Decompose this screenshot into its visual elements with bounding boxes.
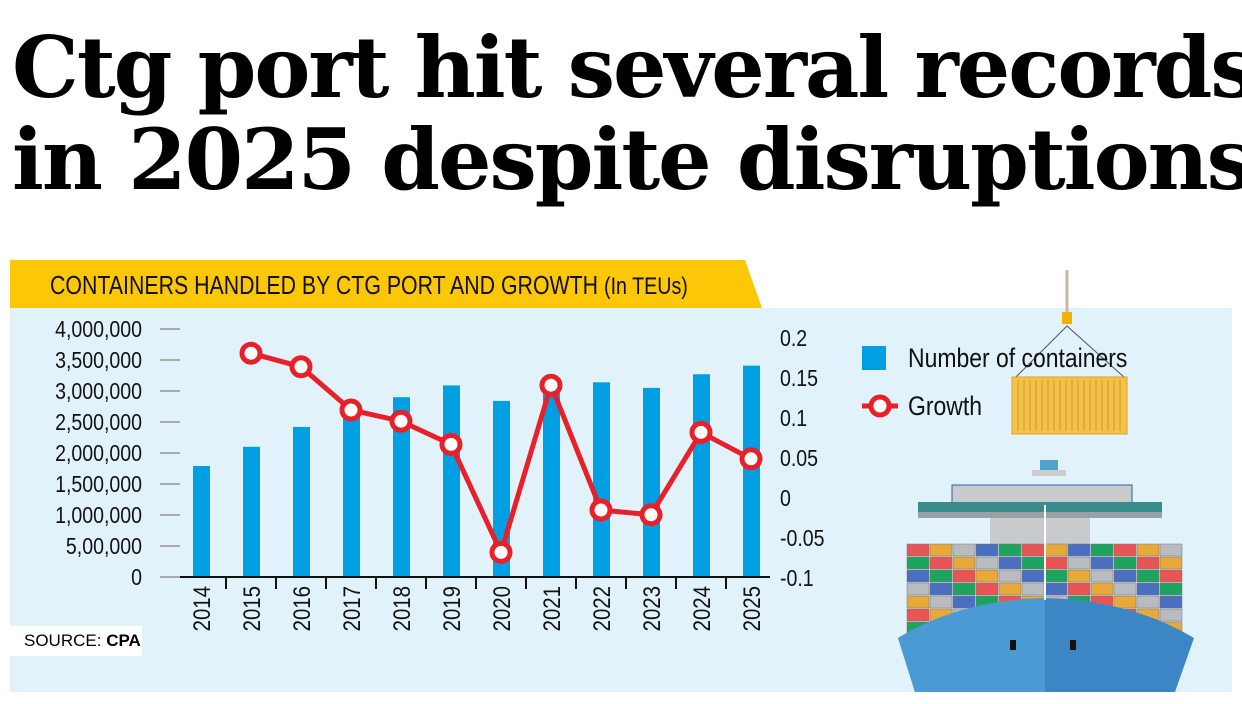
- growth-point-2023: [639, 503, 663, 527]
- growth-point-2017: [339, 398, 363, 422]
- bar-2019: [443, 385, 460, 577]
- right-tick-label: 0: [780, 486, 791, 512]
- right-tick-label: 0.2: [780, 326, 807, 352]
- x-tick-label: 2015: [238, 586, 265, 631]
- legend-label: Number of containers: [908, 342, 1128, 373]
- left-tick-label: 3,500,000: [55, 348, 142, 374]
- x-axis: 2014 2015 2016 2017 2018 2019 2020 2021 2022 2023…: [180, 576, 770, 631]
- growth-point-2024: [689, 420, 713, 444]
- right-tick-label: -0.05: [780, 526, 825, 552]
- headline: Ctg port hit several records in 2025 des…: [12, 22, 1242, 206]
- growth-point-2020: [489, 540, 513, 564]
- right-tick-label: 0.1: [780, 406, 807, 432]
- bar-2014: [193, 466, 210, 577]
- left-tick-label: 5,00,000: [66, 534, 142, 560]
- chart-subtitle: (In TEUs): [604, 273, 688, 300]
- bars: [193, 365, 760, 577]
- growth-point-2018: [389, 409, 413, 433]
- left-tick-label: 1,500,000: [55, 472, 142, 498]
- growth-point-2015: [239, 341, 263, 365]
- x-tick-label: 2014: [188, 586, 215, 631]
- bar-2017: [343, 411, 360, 577]
- chart-title: CONTAINERS HANDLED BY CTG PORT AND GROWT…: [50, 270, 599, 300]
- left-tick-label: 4,000,000: [55, 317, 142, 343]
- bar-2021: [543, 390, 560, 577]
- left-axis: 4,000,000 3,500,000 3,000,000 2,500,000 2,00…: [55, 317, 180, 591]
- source-label: SOURCE:: [24, 631, 102, 650]
- right-tick-label: -0.1: [780, 566, 814, 592]
- legend-label: Growth: [908, 390, 982, 421]
- right-tick-label: 0.05: [780, 446, 818, 472]
- bar-swatch-icon: [862, 346, 886, 370]
- growth-point-2021: [539, 373, 563, 397]
- bar-2016: [293, 426, 310, 577]
- legend: Number of containers Growth: [862, 334, 1166, 430]
- growth-line: [239, 341, 763, 564]
- x-tick-label: 2022: [588, 586, 615, 631]
- growth-point-2025: [739, 447, 763, 471]
- x-tick-label: 2020: [488, 586, 515, 631]
- headline-line2: in 2025 despite disruptions: [12, 110, 1242, 209]
- left-tick-label: 2,500,000: [55, 410, 142, 436]
- bar-2022: [593, 382, 610, 577]
- legend-item-containers: Number of containers: [862, 334, 1166, 382]
- left-tick-label: 3,000,000: [55, 379, 142, 405]
- bar-2024: [693, 374, 710, 577]
- ship-illustration: [898, 270, 1194, 692]
- line-marker-icon: [862, 394, 898, 418]
- bar-2018: [393, 397, 410, 577]
- growth-point-2022: [589, 498, 613, 522]
- x-tick-label: 2017: [338, 586, 365, 631]
- left-tick-label: 2,000,000: [55, 441, 142, 467]
- bar-2023: [643, 387, 660, 577]
- x-tick-label: 2019: [438, 586, 465, 631]
- growth-point-2016: [289, 355, 313, 379]
- left-tick-label: 1,000,000: [55, 503, 142, 529]
- left-tick-label: 0: [131, 565, 142, 591]
- x-tick-label: 2018: [388, 586, 415, 631]
- x-tick-label: 2016: [288, 586, 315, 631]
- growth-point-2019: [439, 432, 463, 456]
- right-axis: 0.2 0.15 0.1 0.05 0 -0.05 -0.1: [780, 326, 825, 592]
- right-tick-label: 0.15: [780, 366, 818, 392]
- x-tick-label: 2021: [538, 586, 565, 631]
- x-tick-label: 2023: [638, 586, 665, 631]
- headline-line1: Ctg port hit several records: [12, 18, 1242, 117]
- source-value: CPA: [106, 631, 141, 650]
- source-note: SOURCE: CPA: [10, 626, 142, 656]
- x-tick-label: 2025: [738, 586, 765, 631]
- x-tick-label: 2024: [688, 586, 715, 631]
- bar-2025: [743, 365, 760, 577]
- chart-title-banner: CONTAINERS HANDLED BY CTG PORT AND GROWT…: [10, 260, 762, 308]
- legend-item-growth: Growth: [862, 382, 1166, 430]
- bar-2015: [243, 446, 260, 577]
